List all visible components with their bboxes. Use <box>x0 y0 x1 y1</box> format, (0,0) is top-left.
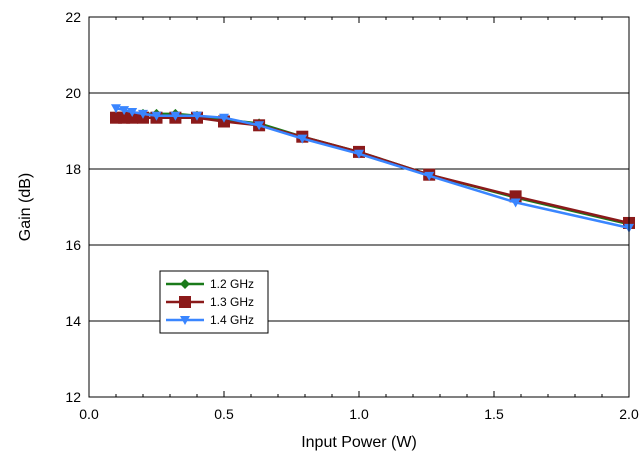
plot-frame <box>88 16 630 398</box>
data-point <box>127 108 138 117</box>
x-axis-title: Input Power (W) <box>301 434 417 451</box>
x-tick-label: 0.5 <box>214 406 234 422</box>
series-layer <box>110 104 635 233</box>
data-point <box>192 111 202 121</box>
data-point <box>510 198 521 208</box>
y-tick-label: 12 <box>65 389 81 405</box>
series-line <box>115 106 630 230</box>
gridlines <box>89 92 629 322</box>
legend-marker <box>179 296 191 308</box>
y-tick-label: 22 <box>65 9 81 25</box>
data-point <box>111 104 121 114</box>
axis-ticks <box>88 16 630 398</box>
data-point <box>126 111 139 124</box>
data-point <box>297 134 308 144</box>
y-axis-title: Gain (dB) <box>17 173 34 241</box>
data-point <box>219 113 229 123</box>
y-tick-label: 16 <box>65 237 81 253</box>
legend-marker <box>180 316 190 325</box>
legend-entry: 1.2 GHz <box>166 277 254 291</box>
data-point <box>170 111 181 121</box>
legend-label: 1.4 GHz <box>210 313 254 327</box>
legend-marker <box>180 279 190 289</box>
legend-entry: 1.3 GHz <box>166 295 254 309</box>
data-point <box>254 121 265 131</box>
data-point <box>354 149 364 159</box>
x-tick-label: 1.5 <box>484 406 504 422</box>
data-point <box>151 111 162 121</box>
data-point <box>138 109 148 119</box>
data-point <box>509 190 522 203</box>
x-tick-label: 0.0 <box>79 406 99 422</box>
data-point <box>424 171 435 181</box>
legend-entry: 1.4 GHz <box>166 313 254 327</box>
data-point <box>119 106 130 116</box>
legend-entries: 1.2 GHz 1.3 GHz 1.4 GHz <box>166 277 254 327</box>
x-tick-labels: 0.0 0.5 1.0 1.5 2.0 <box>79 406 639 422</box>
x-tick-label: 2.0 <box>619 406 639 422</box>
y-tick-label: 20 <box>65 85 81 101</box>
y-tick-labels: 12 14 16 18 20 22 <box>65 9 81 405</box>
y-tick-label: 18 <box>65 161 81 177</box>
x-tick-label: 1.0 <box>349 406 369 422</box>
legend-label: 1.3 GHz <box>210 295 254 309</box>
y-tick-label: 14 <box>65 313 81 329</box>
legend: 1.2 GHz 1.3 GHz 1.4 GHz <box>159 270 269 334</box>
legend-label: 1.2 GHz <box>210 277 254 291</box>
